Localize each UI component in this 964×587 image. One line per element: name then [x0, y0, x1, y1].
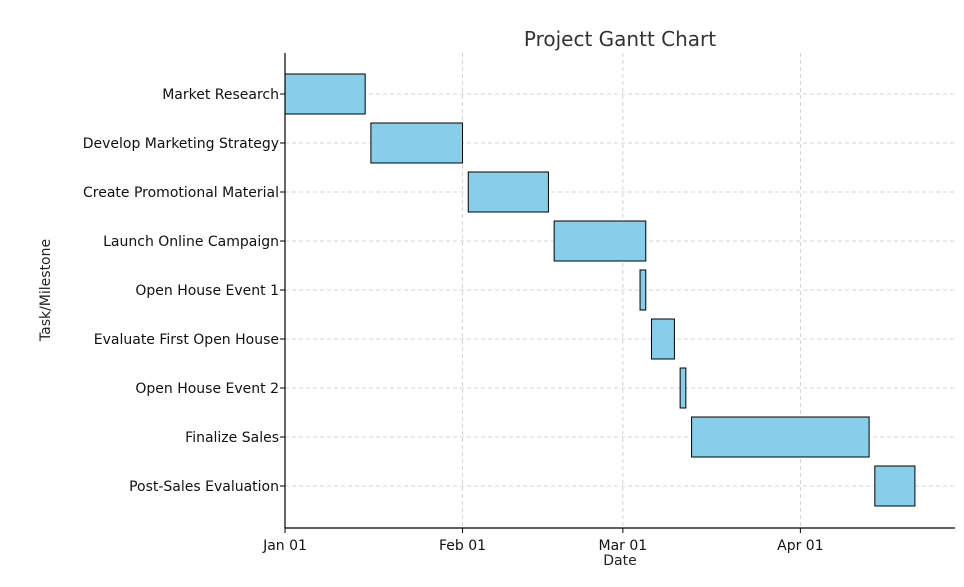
- y-tick-label: Evaluate First Open House: [94, 332, 279, 348]
- y-tick-label: Open House Event 1: [135, 283, 279, 299]
- y-tick-label: Launch Online Campaign: [103, 234, 279, 250]
- y-tick-label: Market Research: [162, 87, 279, 103]
- task-bar: [553, 220, 647, 262]
- task-bar: [467, 171, 549, 213]
- x-tick-label: Mar 01: [599, 538, 648, 554]
- y-tick-label: Develop Marketing Strategy: [83, 136, 279, 152]
- y-tick-labels: Market Research Develop Marketing Strateg…: [83, 87, 285, 495]
- task-bar: [370, 122, 464, 164]
- task-bar: [639, 269, 647, 311]
- chart-title: Project Gantt Chart: [524, 27, 716, 51]
- x-tick-labels: Jan 01 Feb 01 Mar 01 Apr 01: [262, 528, 824, 554]
- task-bar: [874, 465, 916, 507]
- y-tick-label: Finalize Sales: [185, 430, 279, 446]
- x-tick-label: Apr 01: [777, 538, 823, 554]
- x-axis-label: Date: [603, 553, 636, 569]
- y-tick-label: Create Promotional Material: [83, 185, 279, 201]
- x-tick-label: Feb 01: [439, 538, 486, 554]
- task-bar: [679, 367, 687, 409]
- task-bars: [284, 73, 916, 507]
- task-bar: [691, 416, 870, 458]
- x-tick-label: Jan 01: [262, 538, 307, 554]
- task-bar: [284, 73, 366, 115]
- task-bar: [650, 318, 675, 360]
- y-tick-label: Open House Event 2: [135, 381, 279, 397]
- y-tick-label: Post-Sales Evaluation: [129, 479, 279, 495]
- y-axis-label: Task/Milestone: [38, 239, 54, 342]
